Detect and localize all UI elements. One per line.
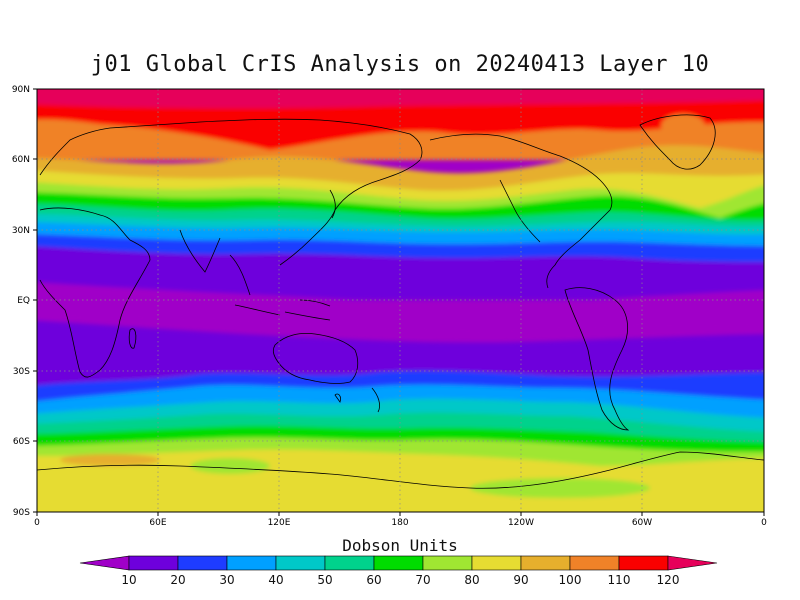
grid-lines (37, 89, 764, 512)
colorbar-swatch (324, 555, 375, 571)
colorbar-label: 40 (268, 573, 283, 587)
lon-labels: 0 60E 120E 180 120W 60W 0 (34, 518, 767, 528)
colorbar-arrow-low (79, 555, 130, 571)
colorbar-label: 100 (559, 573, 582, 587)
colorbar-swatch (471, 555, 522, 571)
lat-label-30s: 30S (13, 367, 30, 377)
tick-marks (33, 88, 765, 516)
colorbar-label: 90 (513, 573, 528, 587)
lat-label-60n: 60N (12, 155, 30, 165)
colorbar-title: Dobson Units (342, 536, 458, 555)
colorbar-label: 110 (608, 573, 631, 587)
colorbar-swatch (128, 555, 179, 571)
colorbar-swatch (422, 555, 473, 571)
colorbar-label: 20 (170, 573, 185, 587)
colorbar-swatch (520, 555, 571, 571)
colorbar-arrow-high (667, 555, 718, 571)
colorbar-swatch (569, 555, 620, 571)
colorbar-label: 60 (366, 573, 381, 587)
lat-label-90s: 90S (13, 508, 30, 518)
coastlines (37, 114, 764, 489)
colorbar-swatch (618, 555, 669, 571)
lon-label-120e: 120E (268, 518, 291, 528)
colorbar-label: 30 (219, 573, 234, 587)
lon-label-120w: 120W (508, 518, 534, 528)
lon-label-60w: 60W (632, 518, 652, 528)
colorbar-label: 50 (317, 573, 332, 587)
colorbar-label: 70 (415, 573, 430, 587)
colorbar-label: 120 (657, 573, 680, 587)
lon-label-0-east: 0 (761, 518, 767, 528)
lat-labels: 90N 60N 30N EQ 30S 60S 90S (12, 85, 30, 518)
colorbar-swatch (275, 555, 326, 571)
lat-label-90n: 90N (12, 85, 30, 95)
colorbar-swatch (226, 555, 277, 571)
lon-label-180: 180 (391, 518, 408, 528)
colorbar-label: 80 (464, 573, 479, 587)
colorbar-swatch (373, 555, 424, 571)
lon-label-0-west: 0 (34, 518, 40, 528)
lon-label-60e: 60E (149, 518, 166, 528)
lat-label-eq: EQ (17, 296, 30, 306)
colorbar-label: 10 (121, 573, 136, 587)
colorbar-swatch (177, 555, 228, 571)
lat-label-60s: 60S (13, 437, 30, 447)
lat-label-30n: 30N (12, 226, 30, 236)
colorbar: 10 20 30 40 50 60 70 80 90 100 110 120 (79, 555, 718, 587)
map-title: j01 Global CrIS Analysis on 20240413 Lay… (90, 52, 710, 77)
